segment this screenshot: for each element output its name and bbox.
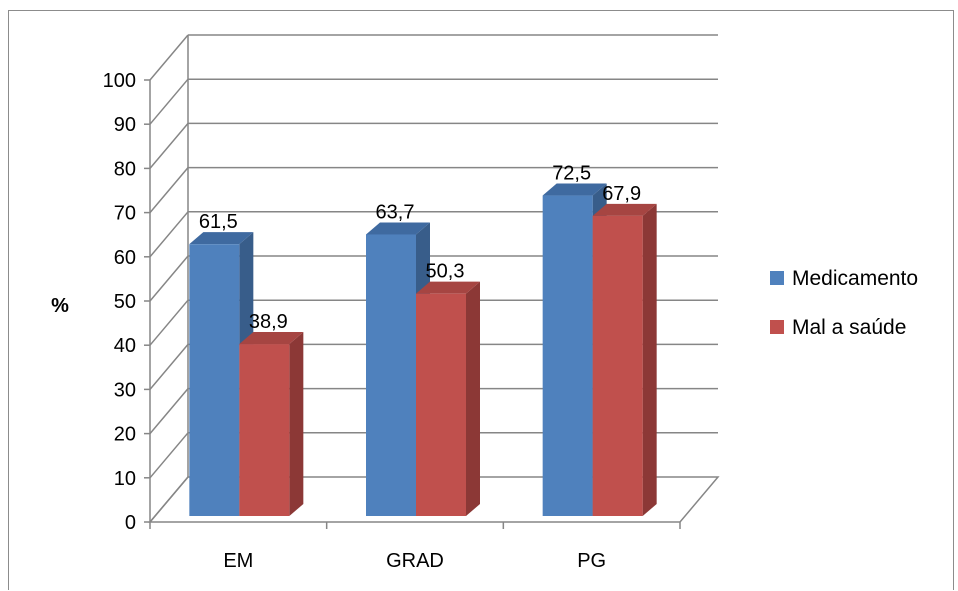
y-tick-label: 100: [103, 70, 136, 92]
bar-side: [289, 332, 304, 516]
data-label: 61,5: [199, 211, 238, 233]
legend-swatch-medicamento: [770, 271, 784, 285]
gridline-diagonal: [149, 388, 189, 435]
data-label: 72,5: [552, 163, 591, 185]
gridline-diagonal: [149, 343, 189, 390]
legend: Medicamento Mal a saúde: [770, 267, 918, 339]
y-tick-label: 50: [114, 291, 136, 313]
bar-top: [239, 332, 304, 345]
x-category-label: GRAD: [386, 550, 444, 572]
chart-frame: [8, 10, 954, 590]
bar-front: [366, 234, 416, 517]
data-label: 63,7: [376, 201, 415, 223]
legend-label-mal-a-saude: Mal a saúde: [792, 316, 906, 339]
x-category-label: EM: [223, 550, 253, 572]
y-tick-label: 80: [114, 158, 136, 180]
bar-front: [416, 293, 466, 516]
gridline-diagonal: [149, 299, 189, 346]
bar-front: [189, 244, 240, 517]
bar-front: [542, 195, 593, 517]
gridline-diagonal: [149, 211, 189, 258]
y-tick-label: 10: [114, 468, 136, 490]
bar-top: [592, 203, 657, 216]
y-tick-label: 70: [114, 203, 136, 225]
gridline-diagonal: [149, 167, 189, 214]
category-labels: EM GRAD PG: [223, 550, 606, 572]
gridline-diagonal: [149, 255, 189, 302]
bar-front: [239, 344, 290, 516]
y-tick-label: 0: [125, 512, 136, 534]
bar-top: [366, 222, 430, 235]
y-tick-label: 30: [114, 379, 136, 401]
y-tick-labels: 0 10 20 30 40 50 60 70 80 90 100: [103, 70, 136, 534]
bar-top: [542, 183, 607, 196]
legend-label-medicamento: Medicamento: [792, 267, 918, 290]
bar-mal-a-sa-de-pg: [592, 203, 657, 516]
bar-mal-a-sa-de-grad: [416, 281, 480, 516]
bar-mal-a-sa-de-em: [239, 332, 304, 516]
data-label: 50,3: [426, 261, 465, 283]
bar-top: [189, 232, 254, 245]
gridline-diagonal: [149, 122, 189, 169]
bar-top: [416, 281, 480, 294]
bar-layer: [189, 183, 657, 517]
y-tick-label: 20: [114, 424, 136, 446]
data-labels: 61,5 38,9 63,7 50,3 72,5 67,9: [199, 163, 641, 334]
data-label: 67,9: [602, 183, 641, 205]
legend-swatch-mal-a-saude: [770, 320, 784, 334]
data-label: 38,9: [249, 311, 288, 333]
gridline-diagonal: [149, 78, 189, 125]
bar-side: [466, 281, 480, 516]
x-category-label: PG: [577, 550, 606, 572]
y-axis-label: %: [51, 295, 69, 317]
bar-side: [642, 203, 657, 516]
y-tick-label: 60: [114, 247, 136, 269]
bar-front: [592, 215, 643, 516]
y-tick-label: 40: [114, 335, 136, 357]
y-tick-label: 90: [114, 114, 136, 136]
gridline-diagonal: [149, 34, 189, 81]
gridline-diagonal: [149, 432, 189, 479]
